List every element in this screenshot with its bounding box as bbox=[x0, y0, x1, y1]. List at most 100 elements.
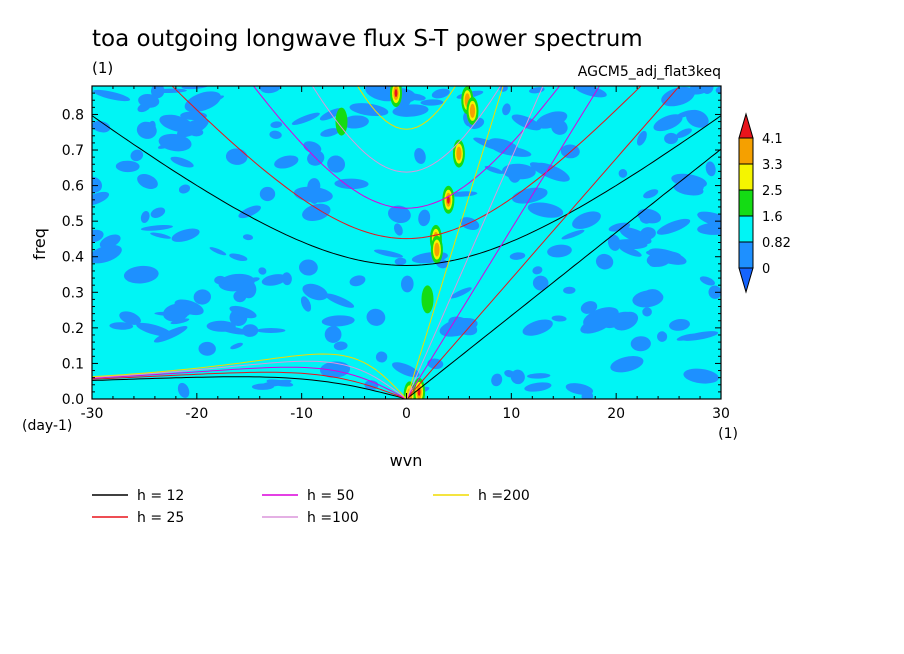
spectrum-patch bbox=[572, 211, 601, 229]
spectrum-patch bbox=[388, 205, 411, 224]
kelvin-curve bbox=[406, 86, 681, 399]
spectrum-patch bbox=[394, 257, 407, 266]
rossby-curve bbox=[92, 366, 407, 399]
spectrum-patch bbox=[198, 341, 216, 356]
spectrum-patch bbox=[643, 189, 659, 199]
spectrum-patch bbox=[565, 383, 594, 395]
spectrum-patch bbox=[123, 265, 159, 284]
spectrum-patch bbox=[630, 336, 651, 352]
spectrum-patch bbox=[130, 149, 144, 162]
spectrum-patch bbox=[137, 102, 151, 113]
colorbar: 4.1 3.3 2.5 1.6 0.82 0 bbox=[738, 112, 791, 294]
spectrum-patch bbox=[595, 253, 614, 270]
spectrum-patch bbox=[238, 205, 261, 219]
spectrum-patch bbox=[431, 88, 450, 99]
colorbar-label: 1.6 bbox=[762, 210, 783, 225]
spectrum-patch bbox=[697, 211, 721, 228]
spectrum-patch bbox=[583, 307, 619, 328]
spectrum-patch bbox=[251, 383, 275, 390]
spectrum-patch bbox=[302, 283, 328, 301]
spectrum-patch bbox=[170, 318, 190, 325]
spectrum-patch bbox=[229, 253, 248, 261]
x-tick-label: 0 bbox=[402, 406, 411, 422]
spectrum-patch bbox=[163, 303, 190, 322]
spectrum-patch bbox=[697, 222, 721, 235]
y-tick-label: 0.7 bbox=[62, 143, 84, 159]
legend-label: h = 50 bbox=[307, 488, 354, 504]
spectrum-hotspots bbox=[335, 86, 479, 399]
kelvin-curve bbox=[406, 148, 721, 399]
spectrum-hotspot bbox=[469, 103, 476, 118]
spectrum-patch bbox=[575, 86, 607, 98]
chart-title: toa outgoing longwave flux S-T power spe… bbox=[92, 26, 643, 52]
y-tick-label: 0.2 bbox=[62, 321, 84, 337]
spectrum-patch bbox=[209, 247, 227, 256]
spectrum-patch bbox=[420, 99, 444, 106]
spectrum-patch bbox=[418, 209, 431, 227]
x-tick-label: -30 bbox=[81, 406, 104, 422]
spectrum-patch bbox=[532, 266, 543, 275]
spectrum-patch bbox=[136, 322, 173, 337]
spectrum-patch bbox=[193, 289, 211, 305]
spectrum-patch bbox=[366, 308, 386, 326]
spectrum-patch bbox=[256, 328, 286, 333]
rossby-curve bbox=[92, 371, 407, 399]
legend-label: h =100 bbox=[307, 510, 359, 526]
spectrum-patch bbox=[603, 311, 632, 329]
spectrum-patch bbox=[259, 186, 276, 202]
spectrum-patch bbox=[242, 234, 254, 241]
spectrum-patch bbox=[524, 382, 552, 392]
spectrum-patch bbox=[109, 322, 134, 330]
spectrum-patch bbox=[333, 341, 348, 351]
y-axis-label: freq bbox=[30, 228, 49, 260]
spectrum-patch bbox=[688, 86, 710, 95]
spectrum-patch bbox=[119, 311, 141, 325]
spectrum-patch bbox=[291, 112, 320, 125]
spectrum-patch bbox=[342, 115, 369, 129]
spectrum-patch bbox=[189, 95, 225, 110]
spectrum-patch bbox=[92, 120, 111, 133]
x-tick-label: 30 bbox=[712, 406, 730, 422]
plot-area bbox=[92, 86, 721, 399]
inertia-gravity-curve bbox=[357, 86, 456, 130]
rossby-curve bbox=[92, 376, 407, 399]
spectrum-patch bbox=[270, 121, 283, 129]
spectrum-patch bbox=[547, 244, 572, 258]
y-unit-label: (day-1) bbox=[22, 418, 72, 434]
spectrum-hotspot bbox=[434, 242, 440, 257]
x-axis-label: wvn bbox=[390, 451, 423, 470]
y-tick-label: 0.5 bbox=[62, 214, 84, 230]
inertia-gravity-curve bbox=[171, 86, 642, 240]
y-tick-label: 0.1 bbox=[62, 356, 84, 372]
chart-subtitle-left: (1) bbox=[92, 59, 113, 77]
dispersion-curves bbox=[92, 86, 721, 399]
spectrum-patch bbox=[115, 160, 140, 173]
spectrum-patch bbox=[375, 351, 388, 363]
spectrum-patch bbox=[669, 319, 690, 331]
spectrum-patch bbox=[491, 373, 503, 387]
spectrum-patch bbox=[93, 89, 131, 102]
spectrum-patch bbox=[561, 229, 585, 240]
spectrum-patch bbox=[642, 307, 652, 317]
x-unit-label: (1) bbox=[718, 426, 738, 442]
spectrum-patch bbox=[349, 275, 366, 287]
spectrum-patch bbox=[664, 132, 679, 145]
rossby-curve bbox=[92, 360, 407, 399]
spectrum-patch bbox=[639, 217, 650, 224]
spectrum-patch bbox=[241, 280, 257, 299]
colorbar-label: 0 bbox=[762, 262, 770, 277]
spectrum-patch bbox=[177, 382, 190, 398]
colorbar-label: 4.1 bbox=[762, 132, 783, 147]
y-tick-label: 0.4 bbox=[62, 250, 84, 266]
spectrum-patch bbox=[206, 320, 236, 332]
colorbar-bottom-arrow bbox=[738, 267, 754, 294]
spectrum-patch bbox=[146, 120, 156, 135]
spectrum-patches bbox=[92, 86, 721, 399]
spectrum-patch bbox=[400, 275, 414, 293]
x-tick-label: -10 bbox=[290, 406, 313, 422]
spectrum-patch bbox=[374, 249, 403, 258]
spectrum-patch bbox=[327, 155, 346, 173]
x-axis-ticks: -30 -20 -10 0 10 20 30 bbox=[81, 86, 730, 422]
y-tick-label: 0.8 bbox=[62, 107, 84, 123]
